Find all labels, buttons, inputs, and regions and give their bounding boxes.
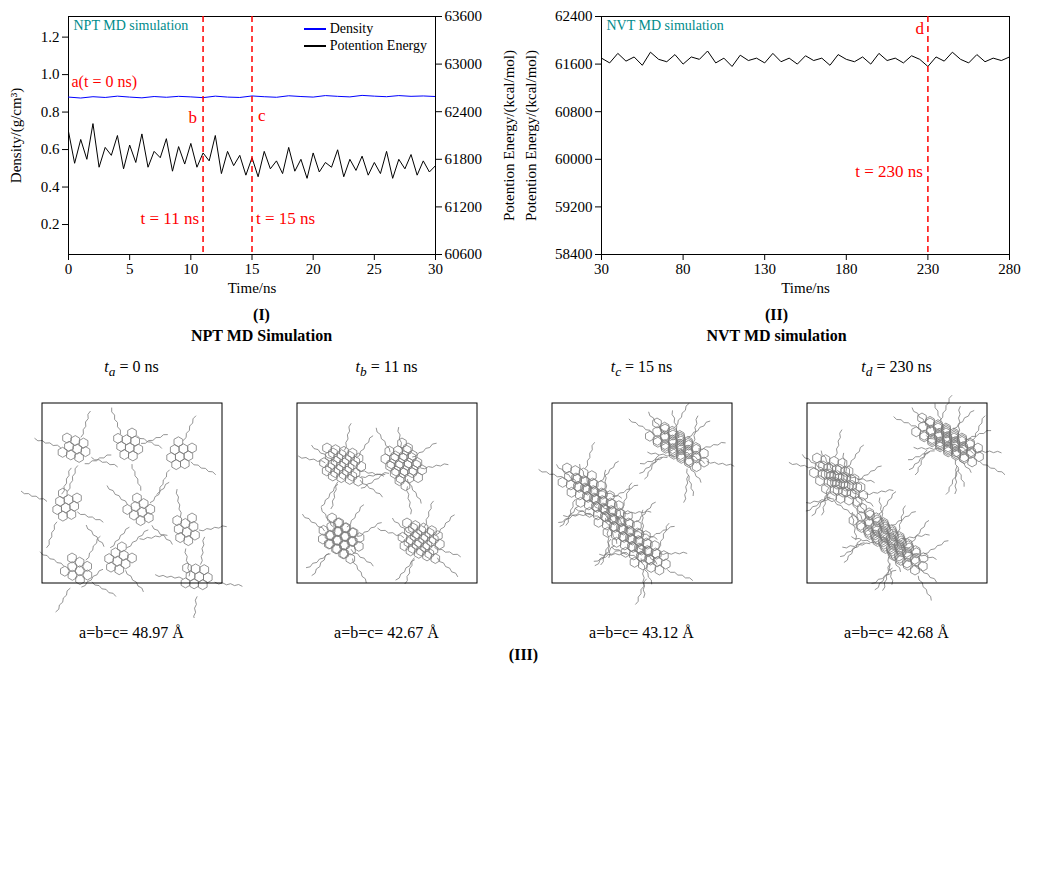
svg-text:Time/ns: Time/ns — [781, 280, 830, 296]
svg-text:15: 15 — [245, 261, 260, 277]
svg-text:0.6: 0.6 — [41, 141, 60, 157]
html-text:(I): (I) — [253, 306, 270, 323]
svg-text:t = 15 ns: t = 15 ns — [256, 209, 315, 228]
svg-text:Time/ns: Time/ns — [228, 280, 277, 296]
svg-text:NVT MD simulation: NVT MD simulation — [607, 18, 724, 33]
svg-text:0.2: 0.2 — [41, 216, 60, 232]
svg-text:t = 11 ns: t = 11 ns — [141, 209, 200, 228]
svg-text:30: 30 — [428, 261, 443, 277]
svg-text:61200: 61200 — [445, 199, 483, 215]
svg-text:c: c — [258, 106, 266, 125]
html-text:(II): (II) — [764, 306, 788, 323]
svg-text:d: d — [915, 19, 924, 38]
svg-text:b: b — [189, 108, 198, 127]
svg-text:5: 5 — [126, 261, 133, 277]
svg-text:180: 180 — [835, 261, 858, 277]
svg-text:80: 80 — [676, 261, 691, 277]
svg-text:59200: 59200 — [555, 199, 593, 215]
svg-text:Potention Energy/(kcal/mol): Potention Energy/(kcal/mol) — [523, 50, 540, 221]
html-text:a=b=c= 42.68 Å: a=b=c= 42.68 Å — [844, 624, 949, 641]
svg-text:61600: 61600 — [555, 56, 593, 72]
html-text:tc= 15 ns: tc= 15 ns — [610, 358, 673, 380]
svg-text:62400: 62400 — [445, 104, 483, 120]
html-text:a=b=c= 42.67 Å: a=b=c= 42.67 Å — [334, 624, 439, 641]
svg-text:0.4: 0.4 — [41, 179, 60, 195]
svg-text:280: 280 — [998, 261, 1021, 277]
svg-text:230: 230 — [917, 261, 940, 277]
svg-text:0.8: 0.8 — [41, 104, 60, 120]
html-text:Density: Density — [329, 21, 374, 36]
svg-text:130: 130 — [753, 261, 776, 277]
svg-text:63000: 63000 — [445, 56, 483, 72]
html-text:NVT MD simulation: NVT MD simulation — [706, 327, 847, 344]
svg-text:Density/(g/cm³): Density/(g/cm³) — [8, 88, 25, 183]
svg-text:t = 230 ns: t = 230 ns — [855, 162, 923, 181]
svg-text:NPT MD simulation: NPT MD simulation — [74, 18, 189, 33]
html-text:a=b=c= 43.12 Å: a=b=c= 43.12 Å — [589, 624, 694, 641]
svg-text:25: 25 — [367, 261, 382, 277]
svg-text:61800: 61800 — [445, 151, 483, 167]
html-text:Potention Energy: Potention Energy — [329, 38, 427, 53]
svg-text:30: 30 — [594, 261, 609, 277]
svg-text:Potention Energy/(kcal/mol): Potention Energy/(kcal/mol) — [501, 50, 518, 221]
html-text:td= 230 ns: td= 230 ns — [861, 358, 932, 380]
svg-text:63600: 63600 — [445, 8, 483, 24]
svg-text:10: 10 — [183, 261, 198, 277]
svg-text:1.2: 1.2 — [41, 29, 60, 45]
svg-text:0: 0 — [65, 261, 73, 277]
html-text:a=b=c= 48.97 Å: a=b=c= 48.97 Å — [79, 624, 184, 641]
html-text:tb= 11 ns: tb= 11 ns — [355, 358, 418, 380]
html-text:NPT MD Simulation: NPT MD Simulation — [191, 327, 332, 344]
html-text:ta= 0 ns: ta= 0 ns — [104, 358, 159, 380]
svg-text:60800: 60800 — [555, 104, 593, 120]
svg-text:58400: 58400 — [555, 246, 593, 262]
svg-text:60000: 60000 — [555, 151, 593, 167]
svg-text:1.0: 1.0 — [41, 66, 60, 82]
svg-text:a(t = 0 ns): a(t = 0 ns) — [72, 73, 137, 91]
html-text:(III): (III) — [508, 646, 539, 663]
svg-text:62400: 62400 — [555, 8, 593, 24]
svg-text:60600: 60600 — [445, 246, 483, 262]
svg-text:20: 20 — [306, 261, 321, 277]
